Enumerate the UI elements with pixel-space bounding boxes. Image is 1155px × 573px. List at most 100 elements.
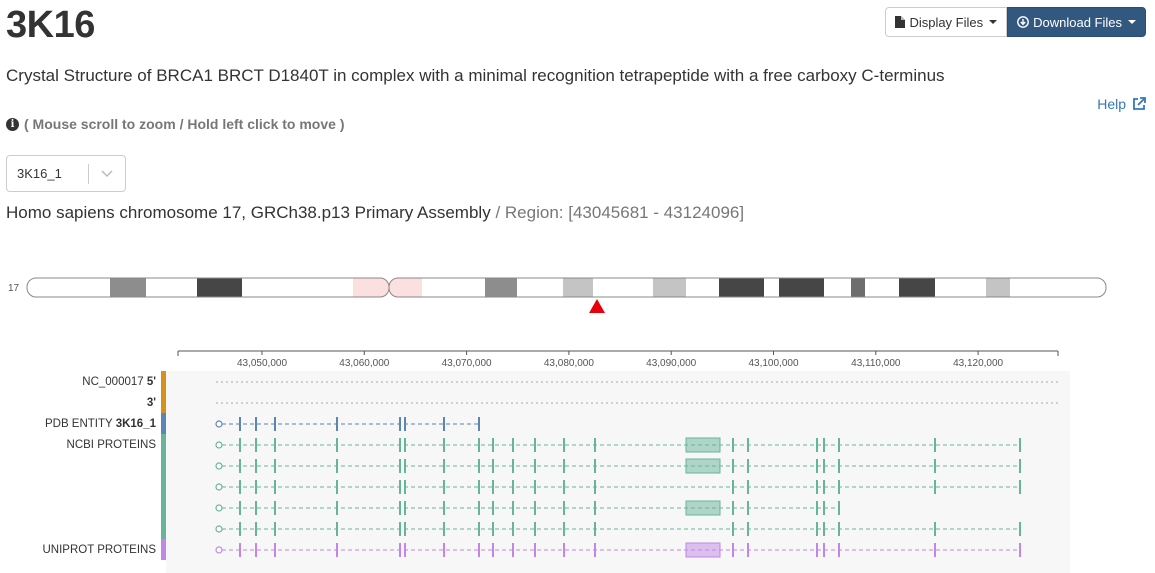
exon-mark	[336, 417, 338, 431]
region-marker	[589, 299, 605, 313]
download-files-button[interactable]: Download Files	[1007, 7, 1146, 37]
exon-mark	[399, 438, 401, 452]
exon-mark	[239, 543, 241, 557]
exon-mark	[404, 438, 406, 452]
exon-mark	[443, 459, 445, 473]
exon-mark	[478, 501, 480, 515]
pdb-entity-track-label: PDB ENTITY 3K16_1	[45, 418, 157, 430]
exon-mark	[594, 480, 596, 494]
chromosome-ideogram[interactable]: 17	[0, 270, 1155, 320]
exon-mark	[732, 438, 734, 452]
exon-mark	[534, 438, 536, 452]
exon-mark	[399, 459, 401, 473]
chromosome-p-arm	[27, 278, 389, 297]
exon-mark	[336, 480, 338, 494]
exon-mark	[274, 522, 276, 536]
exon-mark	[492, 501, 494, 515]
exon-mark	[404, 459, 406, 473]
exon-mark	[563, 501, 565, 515]
file-button-group: Display Files Download Files	[885, 7, 1146, 37]
exon-mark	[563, 522, 565, 536]
chevron-down-icon[interactable]	[89, 169, 125, 178]
ncbi-protein-feature[interactable]	[215, 480, 1021, 494]
exon-mark	[816, 438, 818, 452]
exon-mark	[274, 417, 276, 431]
exon-mark	[336, 543, 338, 557]
exon-mark	[563, 459, 565, 473]
exon-mark	[404, 417, 406, 431]
exon-mark	[478, 459, 480, 473]
axis-tick-label: 43,090,000	[646, 358, 696, 369]
ncbi-protein-feature[interactable]	[215, 500, 840, 516]
chromosome-label: 17	[8, 283, 20, 294]
exon-mark	[478, 522, 480, 536]
nc-3-track-label: 3'	[147, 397, 156, 409]
exon-mark	[747, 438, 749, 452]
help-label: Help	[1097, 96, 1126, 112]
exon-mark	[443, 543, 445, 557]
exon-mark	[492, 522, 494, 536]
exon-mark	[747, 480, 749, 494]
exon-mark	[534, 459, 536, 473]
exon-mark	[255, 480, 257, 494]
exon-mark	[838, 501, 840, 515]
exon-mark	[443, 480, 445, 494]
exon-mark	[399, 522, 401, 536]
exon-mark	[934, 459, 936, 473]
chevron-down-icon	[989, 20, 998, 24]
uniprot-protein-feature[interactable]	[215, 542, 1021, 558]
exon-mark	[816, 501, 818, 515]
exon-mark	[443, 438, 445, 452]
region-label: Region:	[504, 203, 564, 222]
exon-mark	[823, 480, 825, 494]
external-link-icon	[1133, 97, 1146, 110]
pdb-entity-feature[interactable]	[215, 417, 480, 431]
exon-mark	[534, 543, 536, 557]
exon-mark	[838, 543, 840, 557]
axis-tick-label: 43,110,000	[851, 358, 901, 369]
exon-mark	[1019, 522, 1021, 536]
help-link[interactable]: Help	[1097, 96, 1146, 112]
exon-mark	[838, 459, 840, 473]
exon-mark	[1019, 438, 1021, 452]
exon-mark	[823, 501, 825, 515]
display-files-button[interactable]: Display Files	[885, 7, 1008, 37]
download-icon	[1017, 16, 1030, 28]
exon-mark	[274, 543, 276, 557]
feature-viewer[interactable]: 43,050,000 43,060,000 43,070,000 43,080,000…	[0, 340, 1155, 573]
axis-tick-label: 43,100,000	[748, 358, 798, 369]
exon-mark	[399, 417, 401, 431]
exon-mark	[594, 438, 596, 452]
exon-mark	[274, 459, 276, 473]
info-icon: i	[6, 117, 19, 131]
instructions-text: ( Mouse scroll to zoom / Hold left click…	[24, 116, 345, 132]
ncbi-protein-feature[interactable]	[215, 522, 1021, 536]
exon-mark	[934, 522, 936, 536]
chromosome-q-arm	[389, 278, 1106, 297]
page-title: 3K16	[6, 4, 95, 46]
exon-mark	[336, 438, 338, 452]
exon-mark	[1019, 459, 1021, 473]
exon-mark	[823, 522, 825, 536]
exon-mark	[492, 543, 494, 557]
exon-mark	[443, 522, 445, 536]
feature-start-marker	[215, 525, 223, 533]
exon-mark	[1019, 543, 1021, 557]
feature-start-marker	[215, 441, 223, 449]
ncbi-protein-feature[interactable]	[215, 437, 1021, 453]
track-area	[166, 371, 1070, 573]
genomic-axis: 43,050,000 43,060,000 43,070,000 43,080,000…	[177, 350, 1059, 369]
exon-mark	[823, 438, 825, 452]
entity-select[interactable]: 3K16_1	[6, 155, 126, 192]
download-files-label: Download Files	[1033, 14, 1122, 30]
pdb-track-bar	[161, 413, 166, 434]
exon-mark	[239, 522, 241, 536]
exon-mark	[512, 501, 514, 515]
exon-mark	[816, 459, 818, 473]
exon-mark	[399, 543, 401, 557]
ncbi-protein-feature[interactable]	[215, 458, 1021, 474]
exon-mark	[534, 522, 536, 536]
nc-track-bar	[161, 371, 166, 413]
exon-mark	[512, 522, 514, 536]
exon-mark	[336, 501, 338, 515]
